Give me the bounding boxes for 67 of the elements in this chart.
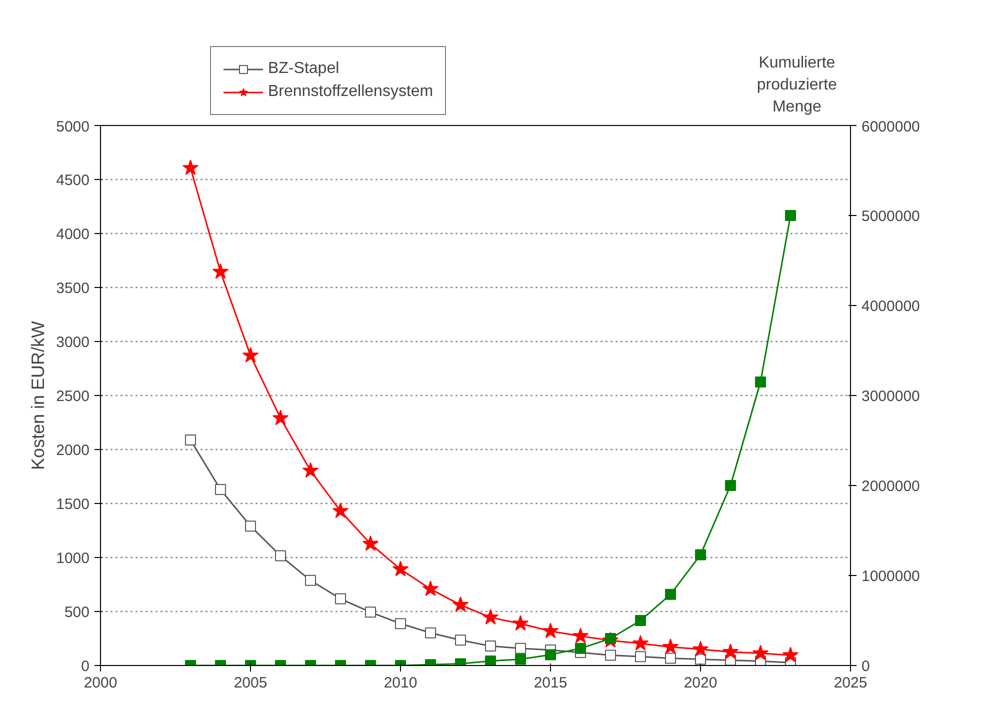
point [662, 638, 679, 654]
point [392, 560, 409, 576]
point [755, 376, 766, 388]
point [245, 520, 256, 532]
point [275, 550, 286, 562]
point [242, 347, 259, 363]
y2-tick-label: 6000000 [862, 118, 920, 136]
y-tick-label: 4000 [56, 226, 90, 243]
point [215, 484, 226, 495]
x-tick-label: 2015 [534, 674, 568, 692]
y-tick-label: 0 [81, 658, 90, 675]
point [425, 627, 436, 638]
y-tick-label: 1000 [56, 550, 90, 567]
point [512, 615, 529, 631]
y2-tick-label: 3000000 [862, 388, 920, 405]
point [422, 580, 439, 596]
point [332, 502, 349, 518]
y-tick-label: 500 [64, 604, 90, 621]
point [302, 462, 319, 478]
y-tick-label: 3000 [56, 334, 90, 351]
point [542, 622, 559, 638]
x-tick-label: 2025 [834, 674, 868, 692]
point [722, 644, 739, 659]
x-tick-label: 2000 [84, 674, 118, 692]
point [692, 640, 709, 656]
point [452, 596, 469, 612]
x-tick-label: 2020 [684, 674, 718, 692]
x-tick-label: 2010 [384, 674, 418, 692]
point [272, 410, 289, 426]
point [752, 644, 769, 660]
point [365, 606, 376, 618]
y2-tick-label: 5000000 [862, 208, 920, 225]
point [482, 608, 499, 624]
y-tick-label: 1500 [56, 496, 90, 513]
point [305, 574, 316, 586]
point [185, 434, 196, 446]
y-tick-label: 4500 [56, 172, 90, 189]
point [362, 535, 379, 551]
point [785, 210, 796, 221]
y-tick-label: 3500 [56, 280, 90, 297]
point [695, 654, 706, 665]
point [632, 634, 649, 650]
y-tick-label: 2500 [56, 388, 90, 405]
x-tick-label: 2005 [234, 674, 268, 692]
point [455, 634, 466, 646]
legend-label: Brennstoffzellensystem [268, 83, 434, 101]
point [725, 480, 736, 491]
y2-tick-label: 1000000 [862, 568, 920, 585]
y2-axis-title: Kumulierte produzierte Menge [756, 54, 838, 116]
y2-tick-label: 2000000 [862, 478, 920, 495]
point [782, 646, 799, 662]
y-axis-title: Kosten in EUR/kW [28, 320, 48, 470]
point [335, 593, 346, 604]
y-tick-label: 5000 [56, 118, 90, 136]
point [212, 263, 229, 279]
point [572, 628, 589, 644]
legend-label: BZ-Stapel [268, 60, 340, 78]
point [515, 642, 526, 654]
point [485, 640, 496, 652]
point [605, 650, 616, 661]
y2-tick-label: 0 [862, 658, 870, 675]
point [665, 652, 676, 664]
y2-tick-label: 4000000 [862, 298, 920, 315]
point [395, 618, 406, 630]
y-tick-label: 2000 [56, 442, 90, 459]
point [635, 651, 646, 662]
point [182, 160, 199, 176]
